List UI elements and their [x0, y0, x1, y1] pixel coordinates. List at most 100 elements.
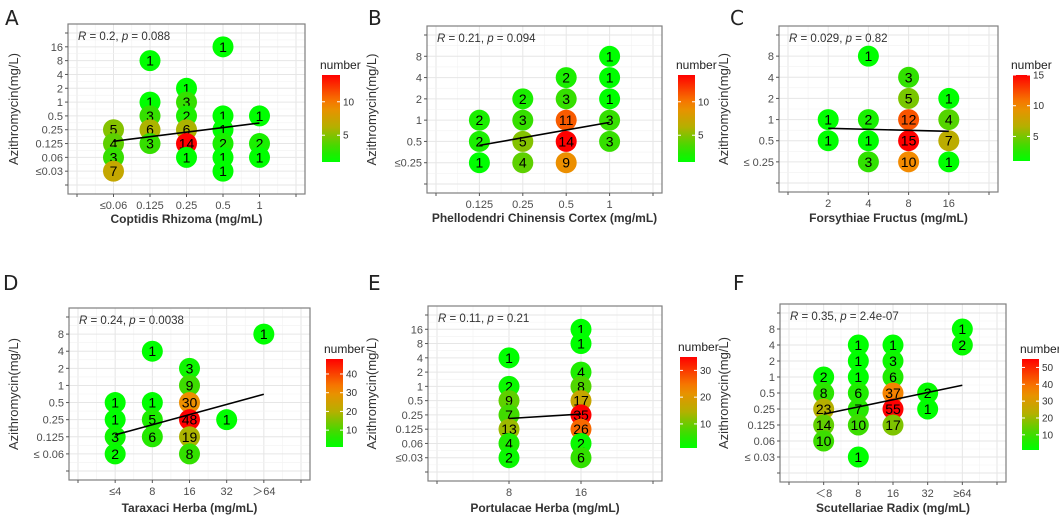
data-point: 6	[882, 366, 904, 388]
trend-line	[113, 122, 260, 143]
legend-tick-label: 30	[346, 388, 358, 399]
bubble	[813, 398, 835, 420]
y-tick-label: 0.125	[36, 432, 64, 444]
data-point: 10	[898, 151, 920, 173]
bubble-count: 3	[606, 133, 614, 149]
bubble	[512, 109, 534, 131]
data-point: 1	[599, 45, 621, 67]
bubble-count: 10	[816, 433, 832, 449]
bubble	[938, 87, 960, 109]
bubble-count: 1	[854, 353, 862, 369]
x-tick-label: ≤4	[109, 486, 121, 498]
bubble-count: 7	[505, 407, 513, 423]
stat-r-value: 0.029	[810, 33, 839, 45]
bubble-count: 1	[256, 108, 264, 124]
bubble	[216, 409, 238, 431]
bubble-count: 1	[865, 48, 873, 64]
legend-tick-label: 10	[1042, 430, 1054, 441]
bubble-count: 2	[562, 70, 570, 86]
bubble	[882, 414, 904, 436]
bubble	[498, 347, 520, 369]
y-tick-label: 0.5	[48, 111, 63, 123]
bubble-count: 12	[901, 112, 917, 128]
plot-border	[426, 25, 663, 194]
data-point: 5	[898, 87, 920, 109]
y-tick-label: 8	[769, 324, 775, 336]
legend-title: number	[320, 58, 361, 72]
bubble	[847, 382, 869, 404]
data-point: 1	[253, 323, 275, 345]
bubble-count: 30	[182, 395, 198, 411]
x-tick-label: 8	[149, 486, 155, 498]
bubble	[898, 66, 920, 88]
bubble-count: 1	[854, 369, 862, 385]
x-tick-label: 0.5	[559, 199, 574, 211]
data-point: 2	[468, 109, 490, 131]
y-tick-label: 0.5	[407, 136, 422, 148]
bubble-count: 3	[889, 353, 897, 369]
bubble-count: 10	[851, 417, 867, 433]
bubble-count: 1	[219, 122, 227, 138]
panel-letter: D	[3, 271, 18, 295]
bubble	[847, 414, 869, 436]
x-tick-label: 32	[922, 488, 934, 500]
y-tick-label: ≤ 0.03	[744, 452, 775, 464]
bubble	[104, 392, 126, 414]
stat-r-value: 0.11	[459, 313, 481, 325]
data-point: 1	[141, 340, 163, 362]
bubble-count: 14	[816, 417, 832, 433]
stat-p-value: 0.088	[141, 31, 170, 43]
y-tick-label: 1	[769, 372, 775, 384]
panel-b: B 0.125 0.25 0.5 1 8 4 2 1 0.5 ≤0.25 Phellodendri C…	[364, 6, 717, 225]
bubble-count: 8	[577, 378, 585, 394]
data-point: 3	[857, 151, 879, 173]
correlation-annotation: R = 0.11, p = 0.21	[438, 313, 529, 325]
y-tick-label: ≤0.03	[396, 453, 423, 465]
bubble-count: 3	[146, 136, 154, 152]
bubble	[555, 152, 577, 174]
stat-r-value: 0.2	[99, 31, 115, 43]
bubble	[938, 130, 960, 152]
bubble-count: 35	[573, 407, 589, 423]
y-tick-label: 1	[57, 97, 63, 109]
bubble	[951, 334, 973, 356]
data-point: 6	[570, 447, 592, 469]
legend-colorbar	[680, 357, 697, 448]
bubble-count: 17	[885, 417, 901, 433]
data-point: 2	[555, 67, 577, 89]
bubble	[857, 45, 879, 67]
trend-line	[823, 384, 963, 415]
bubble	[882, 366, 904, 388]
bubble	[179, 357, 200, 379]
data-point: 3	[555, 88, 577, 110]
y-axis-title: Azithromycin(mg/L)	[6, 53, 21, 165]
bubble	[570, 447, 592, 469]
bubble	[847, 350, 869, 372]
bubble-count: 6	[183, 122, 191, 138]
y-axis-title: Azithromycin(mg/L)	[364, 54, 379, 166]
data-point: 1	[951, 318, 973, 340]
bubble-count: 5	[110, 122, 118, 138]
stat-p-symbol: p	[486, 33, 494, 45]
bubble	[882, 334, 904, 356]
bubble	[847, 366, 869, 388]
y-tick-label: 4	[416, 73, 422, 85]
bubble	[249, 146, 270, 168]
bubble-count: 4	[505, 435, 513, 451]
y-tick-label: 0.125	[395, 424, 423, 436]
bubble-count: 3	[562, 91, 570, 107]
bubble-count: 1	[219, 163, 227, 179]
data-point: 2	[951, 334, 973, 356]
y-tick-label: 1	[417, 381, 423, 393]
bubble-count: 1	[219, 149, 227, 165]
data-point: 1	[249, 105, 270, 127]
bubble	[179, 443, 200, 465]
y-tick-label: 16	[411, 324, 423, 336]
data-point: 1	[847, 334, 869, 356]
bubble	[813, 382, 835, 404]
bubble-count: 1	[219, 108, 227, 124]
bubble-count: 3	[146, 108, 154, 124]
y-tick-label: ≤0.25	[395, 158, 422, 170]
x-tick-label: 0.125	[466, 199, 494, 211]
bubble	[468, 152, 490, 174]
